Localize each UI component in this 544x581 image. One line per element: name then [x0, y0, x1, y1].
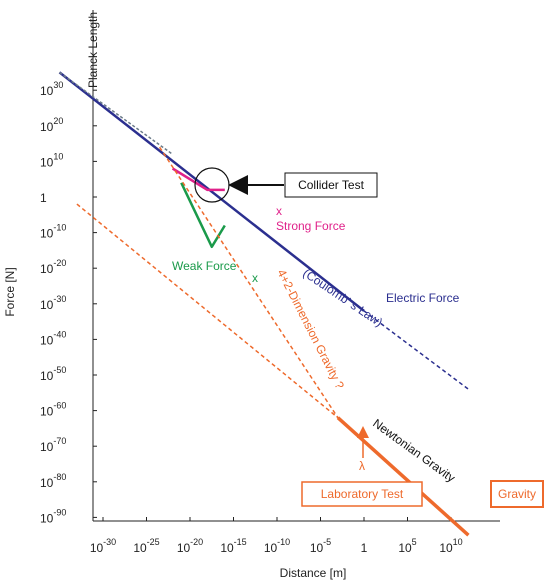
y-tick-label: 10-10: [40, 223, 66, 241]
lab-test-box: [301, 481, 423, 507]
newtonian-gravity-label: Newtonian Gravity: [370, 416, 458, 485]
y-tick-label: 10-30: [40, 294, 66, 312]
y-tick-label: 1020: [40, 116, 63, 134]
y-axis-title: Force [N]: [3, 267, 17, 316]
y-tick-label: 10-90: [40, 507, 66, 525]
y-tick-label: 10-40: [40, 329, 66, 347]
x-tick-label: 10-5: [310, 537, 331, 555]
x-tick-label: 10-30: [90, 537, 116, 555]
gravity-label: Gravity: [498, 487, 536, 501]
y-tick-labels: 1030 1020 1010 1 10-10 10-20 10-30 10-40 10-50 10…: [40, 80, 97, 525]
weak-force-label: Weak Force: [172, 259, 237, 273]
convergence-overlay-line: [59, 71, 174, 155]
lab-test-label: Laboratory Test: [321, 487, 404, 501]
series-line-electric-force: [363, 310, 469, 390]
x-tick-labels: 10-30 10-25 10-20 10-15 10-10 10-5 1 105 1010: [90, 517, 463, 555]
collider-box: [284, 172, 378, 198]
y-tick-label: 10-60: [40, 401, 66, 419]
y-tick-label: 10-70: [40, 436, 66, 454]
collider-label: Collider Test: [298, 178, 364, 192]
gravity-box: [490, 480, 544, 508]
y-tick-label: 1030: [40, 80, 63, 98]
x-tick-label: 10-15: [220, 537, 246, 555]
x-tick-label: 1: [361, 541, 368, 555]
x-tick-label: 1010: [439, 537, 462, 555]
lambda-label: λ: [359, 459, 365, 473]
electric-force-label: Electric Force: [386, 291, 460, 305]
series-line-weak-force: [180, 182, 226, 249]
strong-force-label: Strong Force: [276, 219, 346, 233]
x-tick-label: 10-20: [177, 537, 203, 555]
series-line-newtonian-gravity: [76, 203, 339, 419]
y-tick-label: 1: [40, 191, 47, 205]
planck-length-label: Planck Length: [86, 12, 100, 88]
x-tick-label: 105: [398, 537, 416, 555]
x-axis-title: Distance [m]: [280, 566, 347, 580]
y-tick-label: 1010: [40, 151, 63, 169]
weak-x-mark: x: [252, 271, 258, 285]
x-tick-label: 10-10: [264, 537, 290, 555]
series-line-strong-force: [171, 167, 225, 192]
strong-x-mark: x: [276, 204, 282, 218]
series-line-electric-force: [58, 71, 365, 312]
series-line-4-2-dimension-gravity: [158, 146, 339, 419]
y-tick-label: 10-20: [40, 258, 66, 276]
y-tick-label: 10-80: [40, 472, 66, 490]
y-tick-label: 10-50: [40, 365, 66, 383]
x-tick-label: 10-25: [133, 537, 159, 555]
